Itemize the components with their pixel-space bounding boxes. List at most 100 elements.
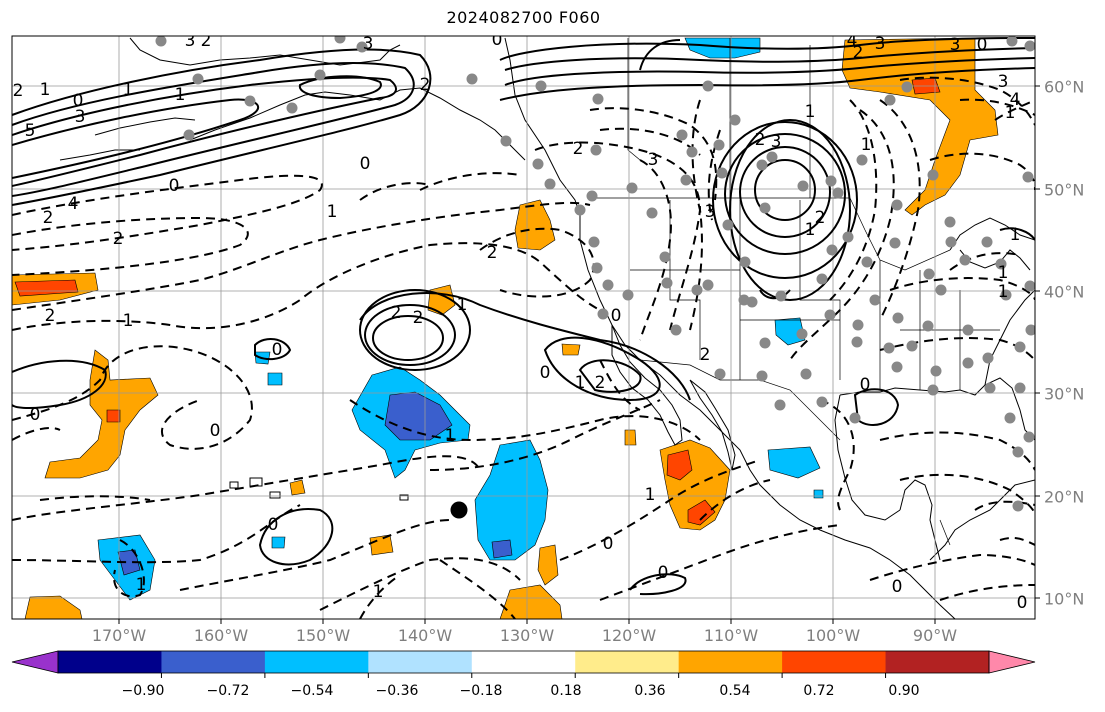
anomaly-region — [369, 534, 394, 556]
colorbar-tick-label: −0.54 — [290, 683, 334, 699]
colorbar-segment — [885, 651, 990, 673]
colorbar-tick-label: 0.72 — [803, 683, 835, 699]
colorbar-frame — [57, 650, 990, 674]
contour-label: 0 — [611, 306, 622, 326]
anomaly-region — [514, 199, 556, 251]
lat-label: 50°N — [1044, 180, 1085, 200]
anomaly-region — [106, 409, 121, 423]
contour-label: 2 — [420, 75, 431, 95]
lat-label: 40°N — [1044, 282, 1085, 302]
contour-label: 3 — [705, 202, 716, 222]
contour-label: 0 — [540, 363, 551, 383]
colorbar — [11, 650, 1036, 678]
contour-label: 1 — [175, 85, 186, 105]
anomaly-region — [271, 536, 286, 549]
anomaly-region — [561, 343, 581, 356]
contour-label: 1 — [40, 80, 51, 100]
colorbar-segment — [782, 651, 887, 673]
anomaly-region — [44, 349, 159, 479]
colorbar-tick-label: 0.90 — [888, 683, 920, 699]
anomaly-region — [774, 317, 806, 346]
contour-label: 1 — [457, 295, 468, 315]
contour-label: 0 — [492, 30, 503, 50]
contour-label: 5 — [25, 121, 36, 141]
contour-label: 0 — [210, 421, 221, 441]
contour-label: 0 — [977, 35, 988, 55]
anomaly-region — [499, 584, 563, 619]
colorbar-segment — [678, 651, 783, 673]
contour-label: 2 — [700, 345, 711, 365]
contour-label: 2 — [595, 373, 606, 393]
contour-label: 1 — [998, 263, 1009, 283]
anomaly-region — [813, 489, 824, 499]
anomaly-region — [537, 544, 559, 586]
contour-label: 1 — [373, 582, 384, 602]
contour-label: 0 — [169, 176, 180, 196]
anomaly-region — [289, 479, 306, 496]
colorbar-segment — [575, 651, 680, 673]
contour-label: 0 — [860, 375, 871, 395]
solid-contours — [12, 37, 1035, 596]
contour-label: 2 — [755, 130, 766, 150]
colorbar-segment — [471, 651, 576, 673]
anomaly-region — [624, 429, 637, 446]
contour-label: 3 — [363, 34, 374, 54]
anomaly-region — [841, 37, 999, 216]
colorbar-segment — [368, 651, 473, 673]
lon-label: 170°W — [91, 626, 147, 645]
lon-label: 120°W — [601, 626, 657, 645]
contour-label: 3 — [648, 150, 659, 170]
map-frame — [11, 35, 1036, 620]
colorbar-tick-label: −0.18 — [459, 683, 503, 699]
contour-label: 1 — [327, 202, 338, 222]
contour-label: 0 — [1017, 593, 1028, 613]
lon-label: 110°W — [703, 626, 759, 645]
contour-label: 2 — [391, 303, 402, 323]
contour-label: 2 — [413, 308, 424, 328]
anomaly-region — [384, 391, 453, 441]
contour-label: 0 — [658, 563, 669, 583]
lon-label: 100°W — [805, 626, 861, 645]
storm-center-marker — [450, 501, 468, 519]
anomaly-region — [666, 449, 693, 481]
contour-label: 3 — [185, 31, 196, 51]
colorbar-tick-label: −0.90 — [121, 683, 165, 699]
contour-label: 3 — [875, 34, 886, 54]
anomaly-region — [267, 372, 283, 386]
contour-label: 2 — [487, 243, 498, 263]
contour-label: 1 — [445, 426, 456, 446]
lat-label: 60°N — [1044, 77, 1085, 97]
contour-label: 1 — [998, 282, 1009, 302]
shading-layer — [12, 37, 999, 619]
colorbar-tick-label: −0.72 — [206, 683, 250, 699]
gridlines — [12, 36, 1035, 619]
contour-label: 4 — [847, 31, 858, 51]
lon-label: 90°W — [912, 626, 958, 645]
contour-label: 0 — [30, 405, 41, 425]
contour-label: 1 — [136, 575, 147, 595]
contour-label: 0 — [892, 577, 903, 597]
anomaly-region — [474, 439, 549, 561]
lon-label: 130°W — [499, 626, 555, 645]
contour-label: 1 — [861, 135, 872, 155]
contour-label: 1 — [123, 80, 134, 100]
contour-label: 2 — [853, 43, 864, 63]
lon-label: 140°W — [397, 626, 453, 645]
contour-label: 2 — [45, 306, 56, 326]
anomaly-region — [117, 549, 141, 576]
colorbar-tick-label: 0.36 — [634, 683, 666, 699]
contour-label: 2 — [201, 31, 212, 51]
contour-label: 2 — [573, 139, 584, 159]
contour-label: 4 — [68, 194, 79, 214]
anomaly-region — [684, 37, 761, 59]
anomaly-region — [491, 539, 513, 559]
colorbar-segment — [264, 651, 369, 673]
colorbar-extend-max — [988, 650, 1036, 674]
lat-label: 30°N — [1044, 384, 1085, 404]
station-dots — [155, 36, 1035, 512]
lat-label: 20°N — [1044, 487, 1085, 507]
contour-label: 0 — [603, 534, 614, 554]
colorbar-segment — [58, 651, 162, 673]
colorbar-extend-min — [11, 650, 59, 674]
